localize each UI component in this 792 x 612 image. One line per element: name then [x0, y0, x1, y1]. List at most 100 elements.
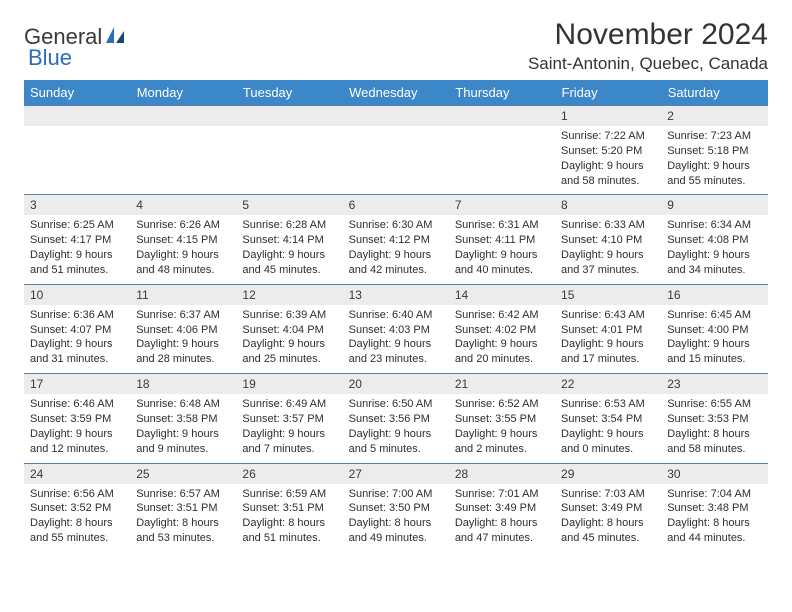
sunset-text: Sunset: 4:14 PM	[242, 233, 336, 248]
brand-text-blue-wrap: Blue	[28, 45, 72, 71]
day-number-row: 10111213141516	[24, 284, 768, 305]
dl2-text: and 45 minutes.	[242, 263, 336, 278]
sunset-text: Sunset: 3:49 PM	[561, 501, 655, 516]
dl2-text: and 20 minutes.	[455, 352, 549, 367]
sunrise-text: Sunrise: 6:26 AM	[136, 218, 230, 233]
day-content-row: Sunrise: 6:25 AMSunset: 4:17 PMDaylight:…	[24, 215, 768, 284]
sunrise-text: Sunrise: 6:42 AM	[455, 308, 549, 323]
dl1-text: Daylight: 9 hours	[455, 248, 549, 263]
sunrise-text: Sunrise: 6:49 AM	[242, 397, 336, 412]
sunset-text: Sunset: 5:20 PM	[561, 144, 655, 159]
day-content-cell: Sunrise: 7:01 AMSunset: 3:49 PMDaylight:…	[449, 484, 555, 552]
sunrise-text: Sunrise: 7:23 AM	[667, 129, 761, 144]
day-number-cell: 2	[661, 106, 767, 127]
sunrise-text: Sunrise: 7:00 AM	[349, 487, 443, 502]
day-content-cell: Sunrise: 6:26 AMSunset: 4:15 PMDaylight:…	[130, 215, 236, 284]
dl1-text: Daylight: 9 hours	[667, 337, 761, 352]
day-number-cell: 28	[449, 463, 555, 484]
day-number-cell: 16	[661, 284, 767, 305]
sunrise-text: Sunrise: 6:43 AM	[561, 308, 655, 323]
day-content-cell: Sunrise: 6:55 AMSunset: 3:53 PMDaylight:…	[661, 394, 767, 463]
day-content-row: Sunrise: 6:56 AMSunset: 3:52 PMDaylight:…	[24, 484, 768, 552]
day-number-cell: 1	[555, 106, 661, 127]
dl1-text: Daylight: 8 hours	[242, 516, 336, 531]
day-number-cell: 19	[236, 374, 342, 395]
dl2-text: and 44 minutes.	[667, 531, 761, 546]
dl2-text: and 0 minutes.	[561, 442, 655, 457]
dow-wednesday: Wednesday	[343, 80, 449, 106]
day-content-row: Sunrise: 7:22 AMSunset: 5:20 PMDaylight:…	[24, 126, 768, 195]
dow-thursday: Thursday	[449, 80, 555, 106]
dl1-text: Daylight: 8 hours	[349, 516, 443, 531]
dl1-text: Daylight: 9 hours	[349, 427, 443, 442]
sunset-text: Sunset: 3:54 PM	[561, 412, 655, 427]
dl1-text: Daylight: 9 hours	[136, 427, 230, 442]
sunset-text: Sunset: 4:17 PM	[30, 233, 124, 248]
day-content-cell: Sunrise: 7:22 AMSunset: 5:20 PMDaylight:…	[555, 126, 661, 195]
sunrise-text: Sunrise: 6:40 AM	[349, 308, 443, 323]
dl1-text: Daylight: 8 hours	[30, 516, 124, 531]
sunset-text: Sunset: 4:07 PM	[30, 323, 124, 338]
month-title: November 2024	[528, 18, 768, 52]
day-number-row: 3456789	[24, 195, 768, 216]
dl1-text: Daylight: 9 hours	[242, 337, 336, 352]
sunset-text: Sunset: 3:57 PM	[242, 412, 336, 427]
calendar-body: 12Sunrise: 7:22 AMSunset: 5:20 PMDayligh…	[24, 106, 768, 552]
day-number-cell: 24	[24, 463, 130, 484]
dl1-text: Daylight: 9 hours	[349, 248, 443, 263]
sunset-text: Sunset: 3:56 PM	[349, 412, 443, 427]
day-number-cell: 7	[449, 195, 555, 216]
sunset-text: Sunset: 3:55 PM	[455, 412, 549, 427]
day-content-cell: Sunrise: 6:50 AMSunset: 3:56 PMDaylight:…	[343, 394, 449, 463]
sunset-text: Sunset: 4:10 PM	[561, 233, 655, 248]
sunset-text: Sunset: 4:04 PM	[242, 323, 336, 338]
sunrise-text: Sunrise: 6:55 AM	[667, 397, 761, 412]
sunrise-text: Sunrise: 6:34 AM	[667, 218, 761, 233]
sunset-text: Sunset: 4:06 PM	[136, 323, 230, 338]
sunset-text: Sunset: 4:02 PM	[455, 323, 549, 338]
dl1-text: Daylight: 9 hours	[561, 337, 655, 352]
sunset-text: Sunset: 3:49 PM	[455, 501, 549, 516]
dl1-text: Daylight: 9 hours	[455, 427, 549, 442]
sunset-text: Sunset: 3:51 PM	[242, 501, 336, 516]
dl2-text: and 23 minutes.	[349, 352, 443, 367]
sunrise-text: Sunrise: 7:04 AM	[667, 487, 761, 502]
dl2-text: and 40 minutes.	[455, 263, 549, 278]
calendar-page: General November 2024 Saint-Antonin, Que…	[0, 0, 792, 560]
day-content-cell: Sunrise: 6:56 AMSunset: 3:52 PMDaylight:…	[24, 484, 130, 552]
day-content-cell: Sunrise: 6:28 AMSunset: 4:14 PMDaylight:…	[236, 215, 342, 284]
day-content-cell: Sunrise: 6:34 AMSunset: 4:08 PMDaylight:…	[661, 215, 767, 284]
sunset-text: Sunset: 3:52 PM	[30, 501, 124, 516]
sunset-text: Sunset: 3:53 PM	[667, 412, 761, 427]
day-number-cell: 9	[661, 195, 767, 216]
brand-sail-icon	[104, 25, 126, 50]
dl2-text: and 2 minutes.	[455, 442, 549, 457]
day-number-cell	[24, 106, 130, 127]
sunset-text: Sunset: 4:01 PM	[561, 323, 655, 338]
day-number-cell: 23	[661, 374, 767, 395]
sunset-text: Sunset: 3:48 PM	[667, 501, 761, 516]
dl1-text: Daylight: 9 hours	[455, 337, 549, 352]
day-number-cell: 25	[130, 463, 236, 484]
sunrise-text: Sunrise: 6:25 AM	[30, 218, 124, 233]
dl2-text: and 51 minutes.	[242, 531, 336, 546]
dl2-text: and 55 minutes.	[30, 531, 124, 546]
dl2-text: and 7 minutes.	[242, 442, 336, 457]
day-number-cell: 22	[555, 374, 661, 395]
sunrise-text: Sunrise: 6:37 AM	[136, 308, 230, 323]
sunrise-text: Sunrise: 6:28 AM	[242, 218, 336, 233]
sunset-text: Sunset: 5:18 PM	[667, 144, 761, 159]
sunrise-text: Sunrise: 6:57 AM	[136, 487, 230, 502]
day-content-cell: Sunrise: 7:23 AMSunset: 5:18 PMDaylight:…	[661, 126, 767, 195]
dl1-text: Daylight: 9 hours	[30, 248, 124, 263]
dow-tuesday: Tuesday	[236, 80, 342, 106]
dl2-text: and 17 minutes.	[561, 352, 655, 367]
sunset-text: Sunset: 4:00 PM	[667, 323, 761, 338]
sunrise-text: Sunrise: 6:59 AM	[242, 487, 336, 502]
day-number-cell	[343, 106, 449, 127]
sunrise-text: Sunrise: 6:45 AM	[667, 308, 761, 323]
dl2-text: and 51 minutes.	[30, 263, 124, 278]
day-number-cell: 30	[661, 463, 767, 484]
dow-sunday: Sunday	[24, 80, 130, 106]
dow-friday: Friday	[555, 80, 661, 106]
